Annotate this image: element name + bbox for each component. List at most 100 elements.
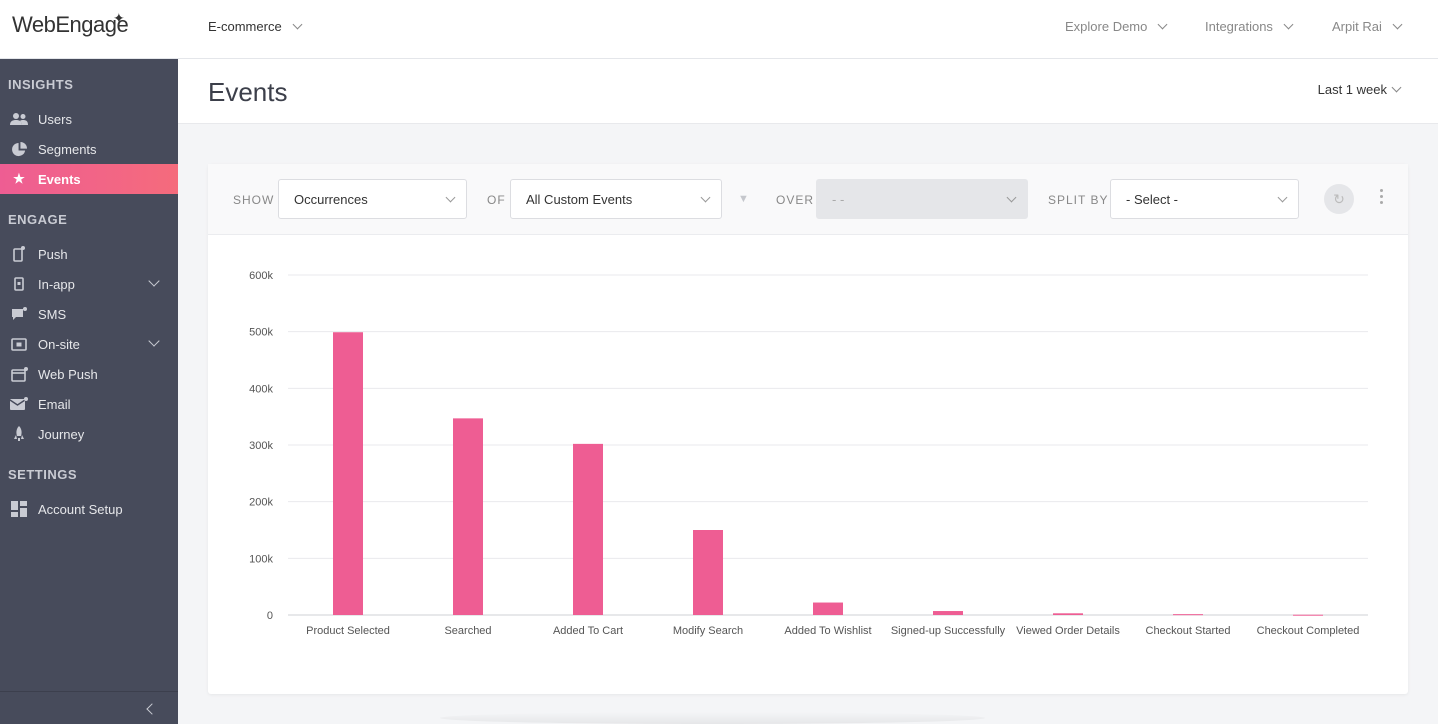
chevron-down-icon [292,19,303,30]
section-settings: SETTINGS [8,467,78,482]
events-bar-chart: 0 100k 200k 300k 400k 500k 600k Product Select… [249,270,1368,637]
split-by-select[interactable]: - Select - [1110,179,1299,219]
integrations-menu[interactable]: Integrations [1205,19,1294,34]
split-by-select-value: - Select - [1126,192,1179,207]
user-menu[interactable]: Arpit Rai [1332,19,1403,34]
chevron-down-icon [445,192,456,203]
kebab-dot [1379,195,1383,198]
dashboard-grid-icon [9,501,29,517]
bar-modify-search[interactable] [693,530,723,615]
chevron-down-icon[interactable] [148,275,160,287]
explore-demo-menu[interactable]: Explore Demo [1065,19,1168,34]
section-insights: INSIGHTS [8,77,74,92]
sidebar-item-sms[interactable]: SMS [0,299,178,329]
top-header: WebEngage ✦ E-commerce Explore Demo Inte… [0,0,1438,59]
chevron-down-icon [1006,192,1017,203]
webengage-logo[interactable]: WebEngage [12,12,129,37]
bar-signed-up-successfully[interactable] [933,611,963,615]
bar-added-to-cart[interactable] [573,443,603,615]
user-name: Arpit Rai [1332,19,1382,34]
refresh-button[interactable]: ↻ [1324,184,1354,214]
y-tick-label: 0 [267,610,273,622]
users-icon [9,111,29,127]
x-tick-label: Checkout Completed [1257,625,1360,637]
x-tick-label: Signed-up Successfully [891,625,1006,637]
show-select-value: Occurrences [294,192,368,207]
sidebar-item-label: Segments [38,141,97,157]
date-range-label: Last 1 week [1317,82,1387,97]
bar-product-selected[interactable] [333,332,363,615]
collapse-sidebar-icon[interactable] [146,703,158,715]
event-select[interactable]: All Custom Events [510,179,722,219]
events-chart-card: SHOW Occurrences OF All Custom Events ▼ … [208,164,1408,694]
bottom-shadow [440,712,985,724]
chevron-down-icon[interactable] [148,335,160,347]
filter-bar: SHOW Occurrences OF All Custom Events ▼ … [208,164,1408,235]
over-select[interactable]: - - [816,179,1028,219]
sidebar-item-push[interactable]: Push [0,239,178,269]
sidebar-item-label: Email [38,396,71,412]
sidebar-item-journey[interactable]: Journey [0,419,178,449]
kebab-dot [1379,201,1383,204]
x-tick-label: Searched [444,625,491,637]
chevron-down-icon [1157,19,1168,30]
bar-searched[interactable] [453,418,483,615]
split-by-label: SPLIT BY [1048,193,1109,207]
y-tick-label: 200k [249,497,273,509]
y-tick-label: 500k [249,327,273,339]
y-tick-label: 300k [249,440,273,452]
sidebar-item-onsite[interactable]: On-site [0,329,178,359]
sidebar-item-label: Journey [38,426,85,442]
sidebar-footer [0,691,178,724]
bar-viewed-order-details[interactable] [1053,613,1083,615]
sidebar-item-label: SMS [38,306,67,322]
mobile-push-icon [9,246,29,262]
y-tick-label: 100k [249,553,273,565]
sidebar-item-label: Push [38,246,68,262]
sidebar-item-users[interactable]: Users [0,104,178,134]
sidebar-item-email[interactable]: Email [0,389,178,419]
bar-added-to-wishlist[interactable] [813,602,843,615]
page-header: Events Last 1 week [178,59,1438,124]
logo-bird-icon: ✦ [113,10,125,26]
show-select[interactable]: Occurrences [278,179,467,219]
in-app-icon [9,276,29,292]
project-selector[interactable]: E-commerce [208,19,303,34]
chevron-down-icon [1277,192,1288,203]
section-engage: ENGAGE [8,212,68,227]
y-tick-label: 600k [249,270,273,282]
sidebar-item-label: Account Setup [38,501,123,517]
filter-icon[interactable]: ▼ [738,193,749,205]
sidebar-item-label: On-site [38,336,80,352]
show-label: SHOW [233,193,275,207]
star-icon: ★ [13,171,25,186]
over-label: OVER [776,193,815,207]
chevron-down-icon [700,192,711,203]
over-select-value: - - [832,192,845,207]
chevron-down-icon [1392,19,1403,30]
x-tick-label: Product Selected [306,625,390,637]
more-options-button[interactable] [1374,189,1388,209]
sidebar-item-label: Web Push [38,366,98,382]
integrations-label: Integrations [1205,19,1273,34]
sidebar-item-inapp[interactable]: In-app [0,269,178,299]
bar-checkout-completed[interactable] [1293,614,1323,616]
project-name: E-commerce [208,19,282,34]
bar-checkout-started[interactable] [1173,614,1203,616]
sidebar-item-events[interactable]: ★ Events [0,164,178,194]
sms-icon [9,306,29,322]
of-label: OF [487,193,506,207]
sidebar-item-account-setup[interactable]: Account Setup [0,494,178,524]
x-tick-label: Viewed Order Details [1016,625,1120,637]
event-select-value: All Custom Events [526,192,633,207]
sidebar-item-segments[interactable]: Segments [0,134,178,164]
chevron-down-icon [1283,19,1294,30]
kebab-dot [1379,189,1383,192]
sidebar: INSIGHTS Users Segments ★ Events ENGAGE … [0,59,178,724]
sidebar-item-label: Users [38,111,72,127]
date-range-selector[interactable]: Last 1 week [1317,82,1402,97]
pie-chart-icon [9,141,29,157]
x-tick-label: Checkout Started [1146,625,1231,637]
sidebar-item-webpush[interactable]: Web Push [0,359,178,389]
y-tick-label: 400k [249,383,273,395]
